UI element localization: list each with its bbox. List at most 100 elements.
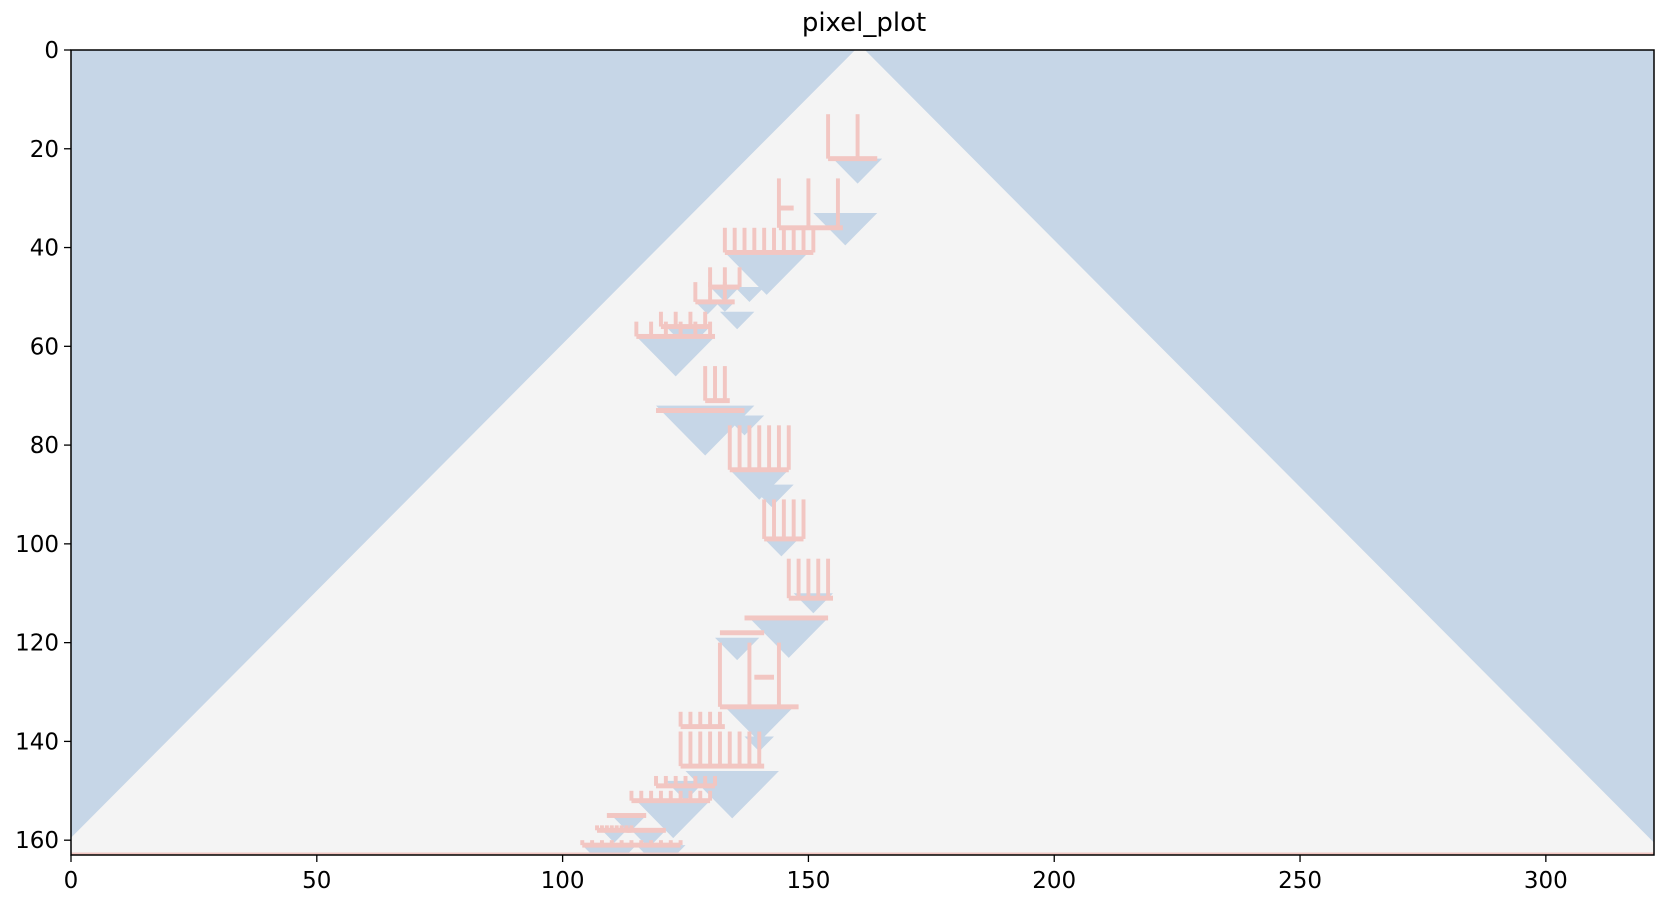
edge-tooth xyxy=(722,282,727,302)
edge-tooth xyxy=(713,775,717,786)
edge-tooth xyxy=(678,321,683,337)
x-tick-label: 150 xyxy=(786,868,830,894)
x-tick-label: 200 xyxy=(1032,868,1076,894)
heatmap-edge-21 xyxy=(606,813,647,818)
edge-tooth xyxy=(619,840,624,846)
x-tick-label: 300 xyxy=(1524,868,1568,894)
heatmap-edge-7 xyxy=(634,321,716,339)
heatmap-cone xyxy=(71,50,1654,853)
edge-tooth xyxy=(688,711,693,727)
edge-bar xyxy=(719,704,799,710)
edge-tooth xyxy=(722,267,727,288)
edge-tooth xyxy=(806,558,811,599)
x-tick-label: 50 xyxy=(302,868,331,894)
heatmap-edge-1 xyxy=(776,178,843,231)
edge-tooth xyxy=(826,558,831,599)
heatmap-pocket-9 xyxy=(636,336,716,377)
edge-tooth xyxy=(722,366,727,401)
edge-bar xyxy=(754,674,775,680)
edge-tooth xyxy=(717,731,722,767)
edge-tooth xyxy=(747,425,752,470)
heatmap-edge-18 xyxy=(678,731,765,769)
axes: 0 50 100 150 200 250 300 0 20 40 60 80 100 120 140 160 xyxy=(15,38,1655,894)
edge-tooth xyxy=(732,227,737,253)
edge-tooth xyxy=(688,790,693,801)
x-tick-label: 100 xyxy=(541,868,585,894)
y-tick-label: 60 xyxy=(30,334,59,360)
x-tick-label: 250 xyxy=(1278,868,1322,894)
edge-tooth xyxy=(708,321,713,337)
heatmap-pocket-20 xyxy=(685,771,779,819)
x-tick-label: 0 xyxy=(64,868,79,894)
edge-tooth xyxy=(757,425,762,470)
y-tick-label: 40 xyxy=(30,236,59,262)
heatmap-edge-13 xyxy=(744,615,829,621)
heatmap-pocket-16 xyxy=(749,617,829,658)
edge-tooth xyxy=(599,825,604,831)
edge-bar xyxy=(636,333,716,339)
edge-tooth xyxy=(835,178,840,228)
edge-tooth xyxy=(717,711,722,727)
edge-tooth xyxy=(786,425,791,470)
heatmap-pocket-22 xyxy=(636,800,711,839)
y-tick-label: 120 xyxy=(15,631,59,657)
edge-tooth xyxy=(727,425,732,470)
edge-bar xyxy=(719,630,765,636)
edge-tooth xyxy=(649,321,654,337)
edge-bar xyxy=(778,205,794,211)
heatmap-pocket-4 xyxy=(734,287,765,303)
edge-tooth xyxy=(776,425,781,470)
edge-tooth xyxy=(673,775,678,786)
heatmap-edge-9 xyxy=(656,408,745,413)
plot-frame xyxy=(70,49,1655,856)
edge-tooth xyxy=(658,840,663,846)
edge-tooth xyxy=(772,227,776,253)
edge-tooth xyxy=(649,790,654,801)
heatmap-edge-20 xyxy=(629,790,713,804)
edge-tooth xyxy=(722,227,727,253)
heatmap-edge-5 xyxy=(693,282,735,305)
edge-tooth xyxy=(673,311,678,327)
edge-tooth xyxy=(693,321,698,337)
heatmap-edge-17 xyxy=(678,711,725,730)
edge-tooth xyxy=(658,790,663,801)
edge-tooth xyxy=(599,840,604,846)
edge-tooth xyxy=(727,731,732,767)
heatmap-pocket-1 xyxy=(813,212,878,246)
heatmap-edge-11 xyxy=(762,499,806,542)
edge-tooth xyxy=(801,499,806,539)
y-tick-label: 80 xyxy=(30,433,59,459)
heatmap-pocket-26 xyxy=(582,845,637,855)
y-tick-label: 160 xyxy=(15,828,59,854)
edge-tooth xyxy=(654,775,658,786)
edge-tooth xyxy=(708,282,713,302)
edge-tooth xyxy=(688,311,693,327)
edge-bar xyxy=(724,250,814,255)
edge-tooth xyxy=(762,227,767,253)
edge-tooth xyxy=(776,178,781,228)
heatmap-edge-15 xyxy=(717,642,799,710)
edge-tooth xyxy=(708,267,713,288)
edge-tooth xyxy=(649,840,654,846)
heatmap-pocket-18 xyxy=(724,706,794,742)
edge-tooth xyxy=(776,642,781,707)
edge-tooth xyxy=(595,825,599,831)
edge-tooth xyxy=(717,642,722,707)
edge-tooth xyxy=(639,840,644,846)
edge-tooth xyxy=(767,425,772,470)
edge-tooth xyxy=(772,499,776,539)
edge-tooth xyxy=(663,321,668,337)
edge-tooth xyxy=(826,114,831,159)
heatmap-pocket-27 xyxy=(636,845,686,855)
heatmap-edge-12 xyxy=(786,558,834,601)
edge-tooth xyxy=(816,558,821,599)
edge-tooth xyxy=(708,790,713,801)
heatmap-edge-14 xyxy=(719,630,765,636)
edge-tooth xyxy=(693,775,698,786)
edge-tooth xyxy=(629,840,634,846)
edge-tooth xyxy=(698,731,703,767)
heatmap-edge-19 xyxy=(654,775,717,789)
heatmap-bottom-edge xyxy=(71,852,1654,855)
edge-tooth xyxy=(590,840,595,846)
